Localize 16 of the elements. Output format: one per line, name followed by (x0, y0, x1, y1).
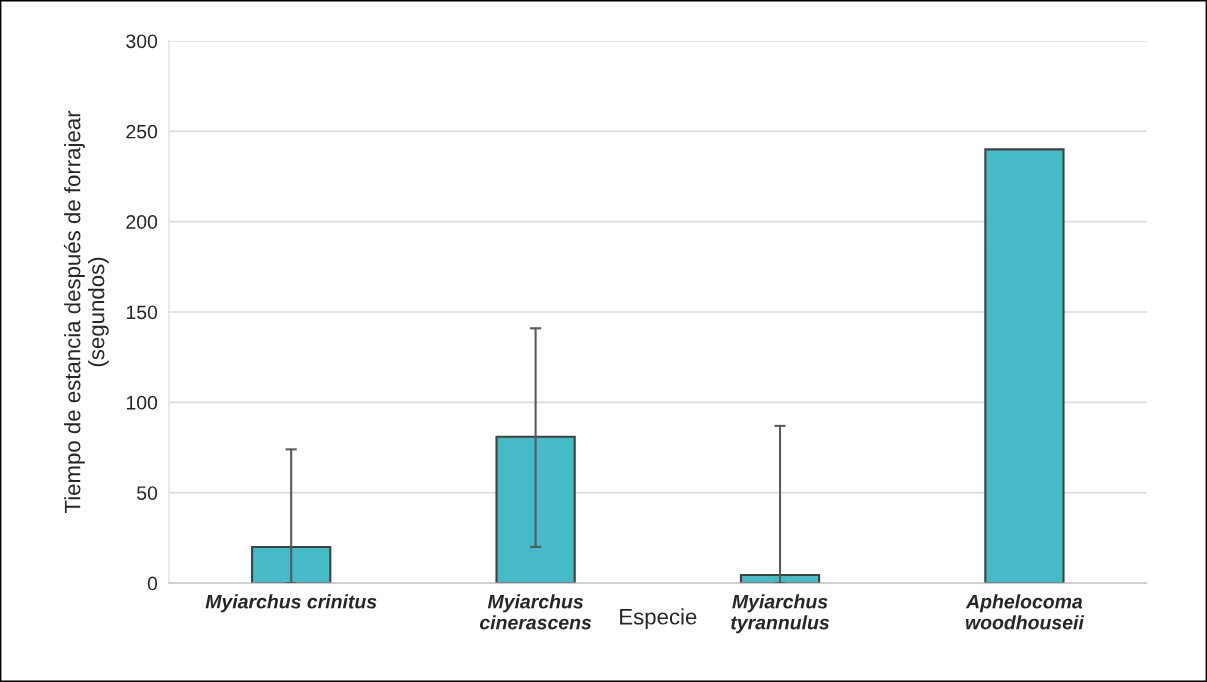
x-tick-label: Myiarchus tyrannulus (731, 594, 830, 634)
y-tick-label: 100 (126, 395, 158, 410)
bar (495, 435, 576, 584)
y-tick-label: 0 (147, 576, 158, 591)
x-axis-title: Especie (620, 608, 697, 630)
y-tick-label: 300 (126, 34, 158, 49)
x-tick-label: Aphelocoma woodhouseii (965, 594, 1085, 630)
x-tick-label: Myiarchus crinitus (205, 594, 377, 613)
y-axis-title: Tiempo de estancia después de forrajear (segundos) (63, 110, 109, 514)
y-tick-label: 50 (137, 486, 158, 500)
x-tick-label: Myiarchus cinerascens (480, 594, 592, 630)
bar (251, 545, 332, 584)
bar (984, 148, 1065, 584)
y-tick-label: 200 (126, 215, 158, 229)
y-tick-label: 150 (126, 305, 158, 320)
y-tick-label: 250 (126, 124, 158, 139)
